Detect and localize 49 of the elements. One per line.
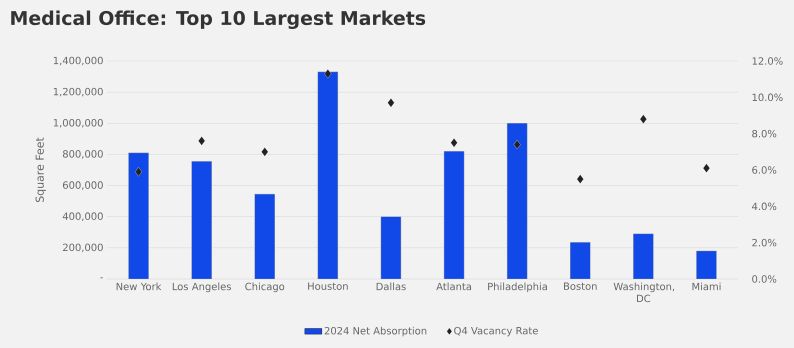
y2-tick-label: 6.0% (752, 166, 776, 174)
y2-tick-label: 0.0% (752, 275, 776, 283)
bar (380, 216, 402, 279)
x-tick-label: Washington, DC (614, 282, 674, 302)
point (324, 69, 332, 78)
x-tick-label: Philadelphia (488, 282, 547, 292)
y-tick-label: 1,000,000 (54, 118, 103, 128)
legend-label: Q4 Vacancy Rate (454, 326, 538, 336)
point (514, 140, 521, 150)
chart-title: Medical Office: Top 10 Largest Markets (11, 10, 426, 29)
y-axis-title: Square Feet (36, 137, 46, 202)
point (450, 138, 458, 148)
bar (506, 123, 528, 279)
y2-tick-label: 8.0% (752, 130, 776, 138)
point (261, 147, 268, 156)
point (387, 98, 394, 108)
bar (254, 194, 275, 279)
bar (633, 234, 654, 279)
point (576, 174, 584, 184)
x-tick-label: Chicago (245, 282, 284, 292)
bar (570, 242, 590, 279)
y-tick-label: 400,000 (62, 212, 103, 221)
x-tick-label: Houston (308, 282, 348, 290)
point (198, 136, 206, 146)
y2-tick-label: 4.0% (752, 202, 776, 210)
x-tick-label: Dallas (376, 282, 406, 290)
y-tick-label: 200,000 (63, 244, 103, 252)
x-tick-label: Boston (564, 282, 597, 290)
point (702, 164, 710, 173)
point (135, 167, 142, 176)
bar (444, 151, 464, 279)
point (640, 114, 647, 124)
y-tick-label: - (100, 277, 103, 278)
legend-label: 2024 Net Absorption (324, 326, 426, 336)
y-tick-label: 1,400,000 (54, 56, 103, 66)
y2-tick-label: 10.0% (752, 94, 783, 102)
y2-tick-label: 12.0% (752, 57, 783, 65)
y-tick-label: 800,000 (62, 150, 103, 159)
x-tick-label: Los Angeles (172, 282, 231, 292)
x-tick-label: New York (116, 282, 162, 290)
bar (696, 250, 717, 279)
x-tick-label: Atlanta (436, 282, 472, 290)
x-tick-label: Miami (692, 282, 720, 290)
bar (318, 72, 338, 279)
y-tick-label: 1,200,000 (54, 88, 103, 96)
y-tick-label: 600,000 (62, 181, 103, 190)
y2-tick-label: 2.0% (752, 238, 776, 246)
bar (128, 152, 149, 279)
bar (191, 161, 212, 279)
